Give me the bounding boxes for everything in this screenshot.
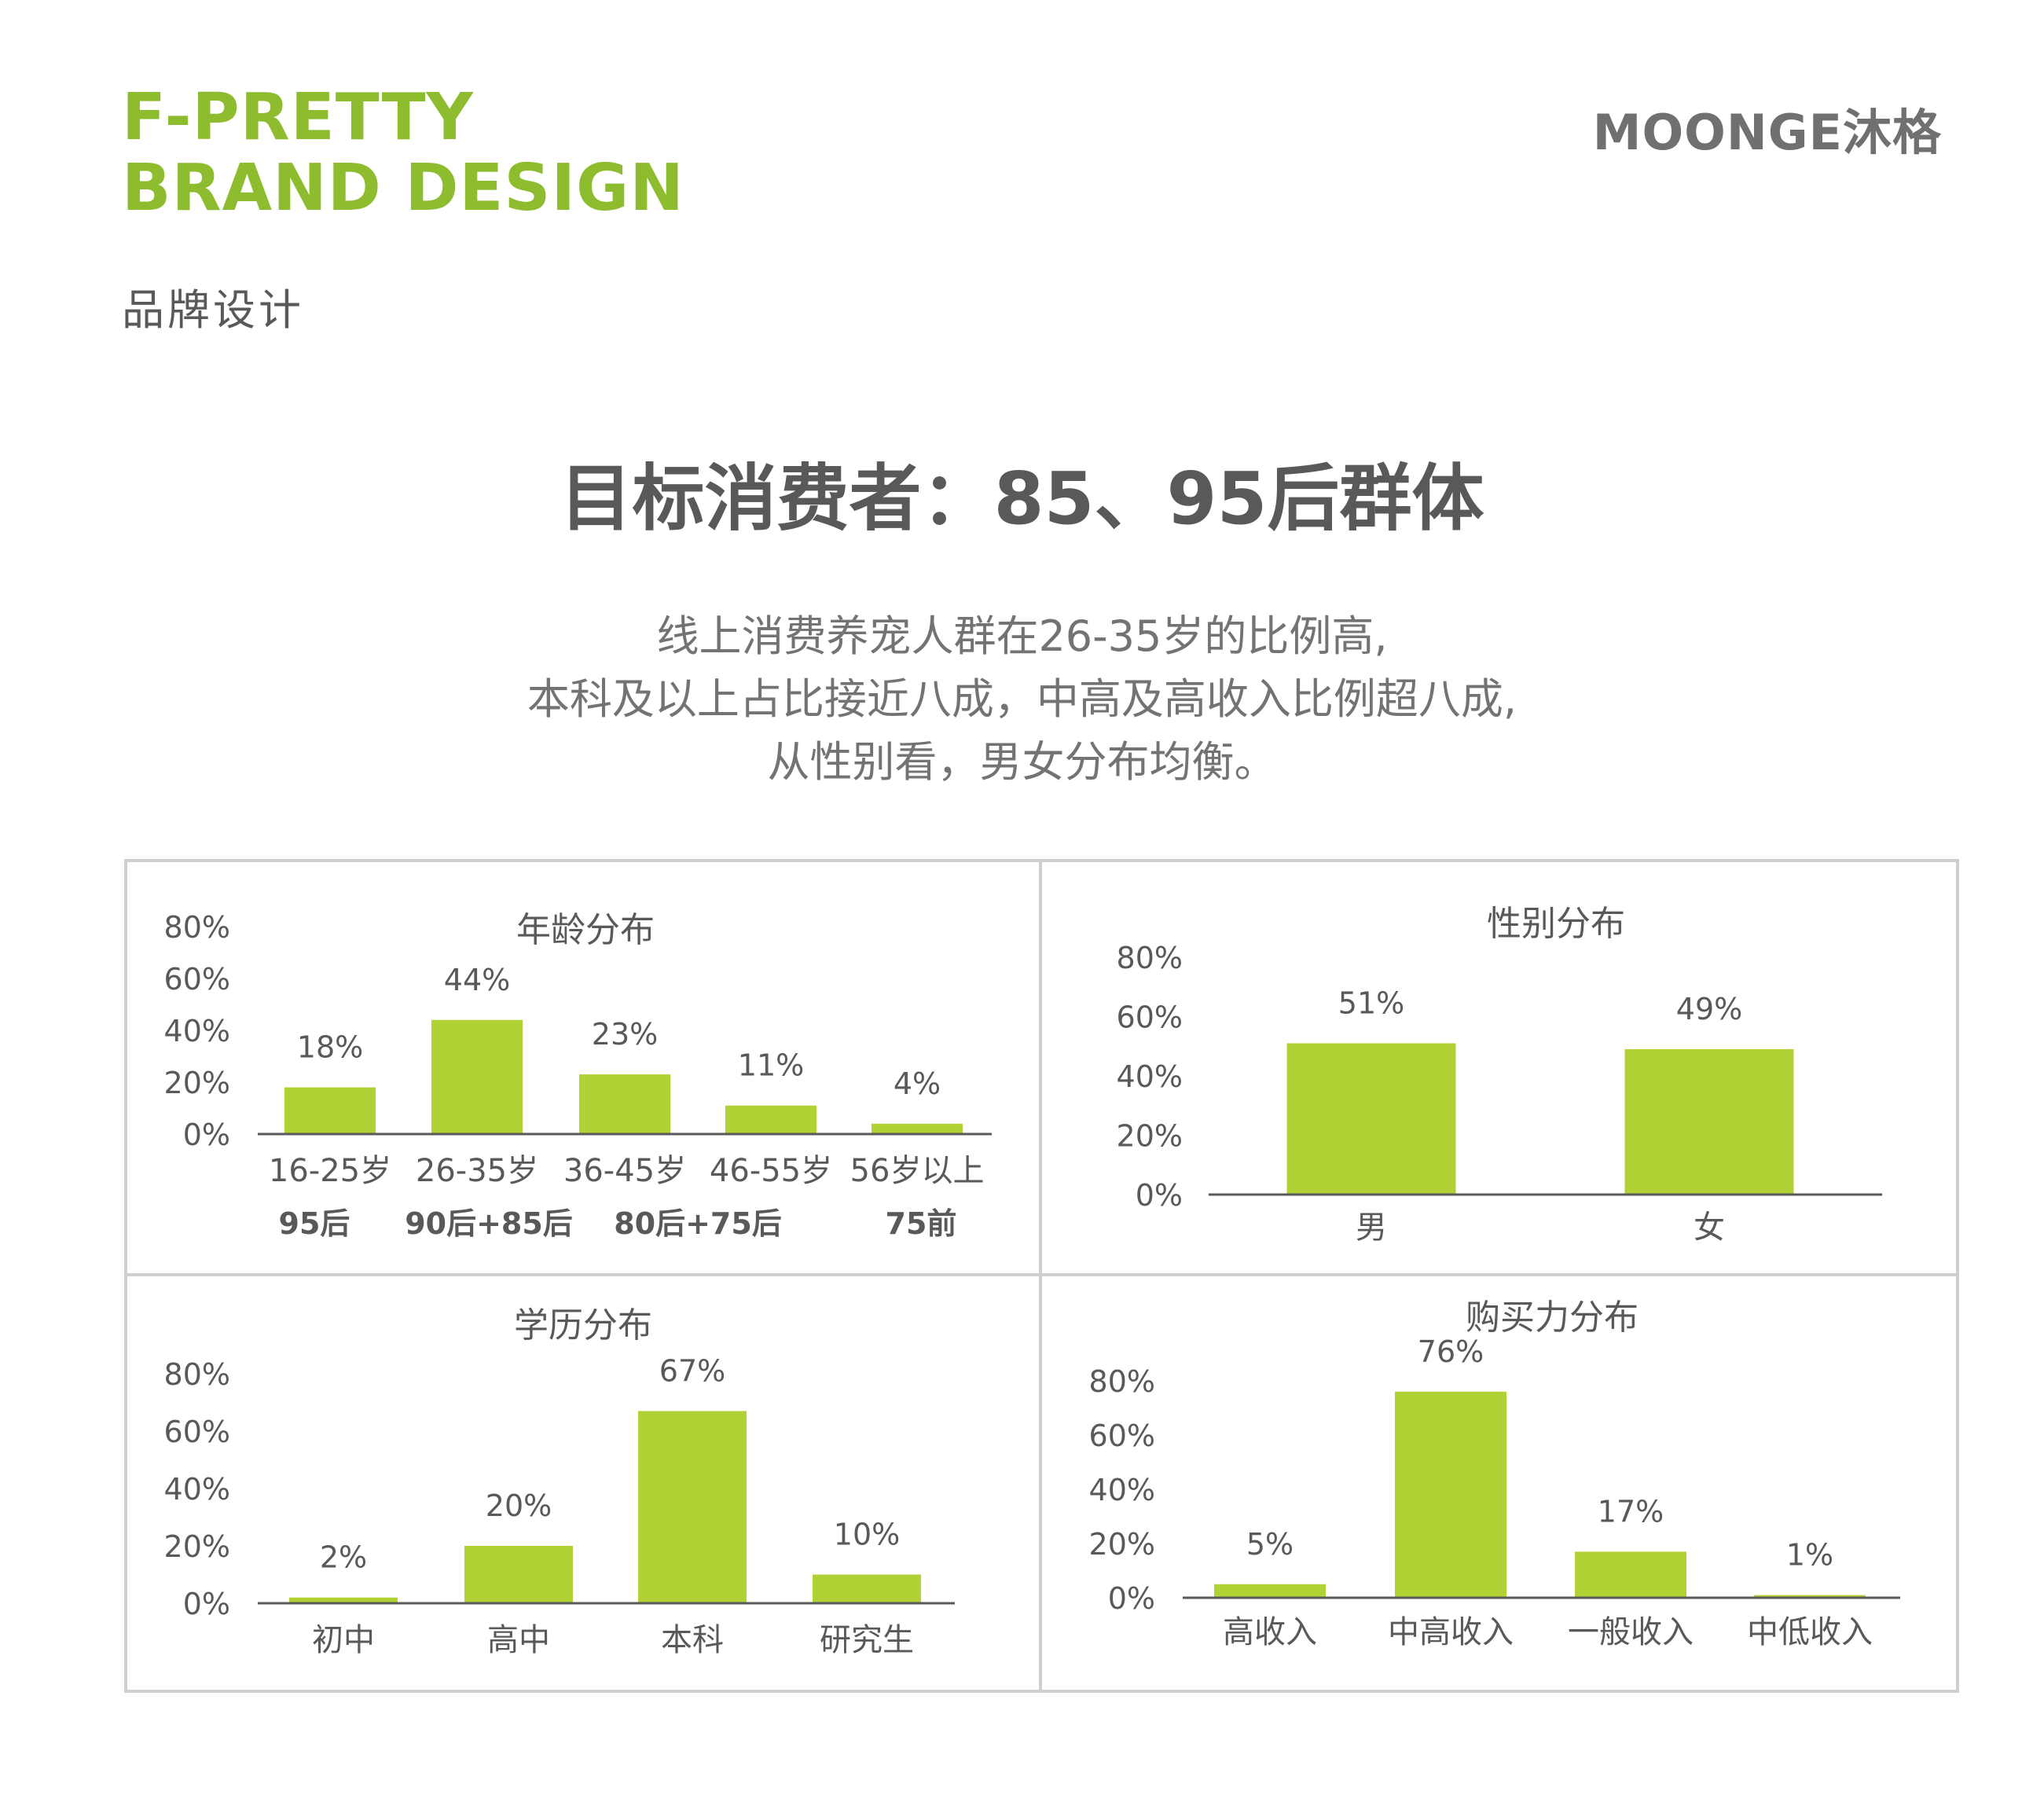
age-category-label: 56岁以上 xyxy=(850,1153,985,1189)
brand-subtitle: 品牌设计 xyxy=(122,285,304,335)
age-data-label: 18% xyxy=(297,1030,363,1065)
panel-gender xyxy=(1039,859,1959,1276)
panel-age xyxy=(124,859,1042,1276)
gender-bar xyxy=(1286,1043,1456,1195)
education-data-label: 20% xyxy=(486,1488,552,1523)
age-category-label: 26-35岁 xyxy=(416,1153,538,1189)
purchasing-power-bar xyxy=(1395,1391,1506,1598)
age-bar xyxy=(579,1074,670,1134)
purchasing-power-y-tick-label: 0% xyxy=(1108,1581,1155,1616)
gender-y-tick-label: 60% xyxy=(1117,1000,1183,1035)
age-category-label: 16-25岁 xyxy=(269,1153,391,1189)
education-chart-title: 学历分布 xyxy=(514,1305,652,1345)
purchasing-power-y-tick-label: 20% xyxy=(1089,1527,1155,1562)
purchasing-power-category-label: 一般收入 xyxy=(1568,1614,1694,1650)
purchasing-power-category-label: 中高收入 xyxy=(1388,1614,1514,1650)
education-y-tick-label: 60% xyxy=(164,1415,230,1449)
gender-data-label: 51% xyxy=(1338,986,1404,1020)
education-bar xyxy=(464,1546,573,1603)
gender-y-tick-label: 40% xyxy=(1117,1059,1183,1094)
purchasing-power-data-label: 5% xyxy=(1246,1527,1294,1562)
purchasing-power-y-tick-label: 60% xyxy=(1089,1419,1155,1453)
purchasing-power-bar xyxy=(1754,1595,1866,1598)
intro-line-2: 本科及以上占比接近八成，中高及高收入比例超八成, xyxy=(527,674,1517,724)
purchasing-power-category-label: 高收入 xyxy=(1223,1614,1317,1650)
intro-line-3: 从性别看，男女分布均衡。 xyxy=(767,737,1277,787)
purchasing-power-data-label: 76% xyxy=(1418,1334,1484,1369)
age-data-label: 23% xyxy=(592,1017,658,1052)
gender-category-label: 女 xyxy=(1694,1210,1725,1246)
age-chart-title: 年龄分布 xyxy=(516,910,655,950)
education-bar xyxy=(638,1411,747,1603)
education-data-label: 2% xyxy=(320,1540,367,1575)
age-group-label: 95后 xyxy=(279,1206,350,1241)
age-y-tick-label: 0% xyxy=(183,1118,230,1152)
age-category-label: 36-45岁 xyxy=(563,1153,686,1189)
education-y-tick-label: 0% xyxy=(183,1587,230,1621)
age-data-label: 11% xyxy=(738,1048,804,1083)
age-data-label: 4% xyxy=(894,1066,941,1101)
age-group-label: 90后+85后 xyxy=(405,1206,573,1241)
brand-line-1: F-PRETTY xyxy=(122,80,474,155)
intro-line-1: 线上消费养宠人群在26-35岁的比例高, xyxy=(656,611,1388,661)
education-y-tick-label: 40% xyxy=(164,1472,230,1507)
education-bar xyxy=(289,1597,398,1603)
purchasing-power-bar xyxy=(1214,1584,1326,1598)
age-y-tick-label: 20% xyxy=(164,1066,230,1100)
age-bar xyxy=(284,1087,376,1134)
gender-y-tick-label: 80% xyxy=(1117,941,1183,975)
purchasing-power-bar xyxy=(1575,1551,1686,1598)
education-bar xyxy=(813,1574,921,1603)
age-bar xyxy=(872,1123,963,1134)
purchasing-power-category-label: 中低收入 xyxy=(1747,1614,1873,1650)
purchasing-power-data-label: 1% xyxy=(1786,1538,1833,1573)
age-group-label: 75前 xyxy=(886,1206,957,1241)
gender-chart-title: 性别分布 xyxy=(1487,904,1625,944)
education-category-label: 研究生 xyxy=(820,1622,914,1658)
purchasing-power-y-tick-label: 40% xyxy=(1089,1473,1155,1507)
age-bar xyxy=(725,1105,816,1134)
age-y-tick-label: 40% xyxy=(164,1014,230,1048)
education-category-label: 高中 xyxy=(487,1622,550,1658)
education-category-label: 本科 xyxy=(661,1622,724,1658)
education-y-tick-label: 20% xyxy=(164,1529,230,1564)
gender-data-label: 49% xyxy=(1676,992,1742,1026)
purchasing-power-data-label: 17% xyxy=(1598,1494,1664,1529)
panel-purchasing-power xyxy=(1039,1273,1959,1693)
gender-bar xyxy=(1624,1049,1794,1195)
education-y-tick-label: 80% xyxy=(164,1357,230,1392)
age-category-label: 46-55岁 xyxy=(710,1153,832,1189)
education-data-label: 10% xyxy=(834,1518,900,1552)
education-category-label: 初中 xyxy=(312,1622,375,1658)
age-y-tick-label: 60% xyxy=(164,962,230,997)
age-bar xyxy=(431,1019,523,1134)
education-data-label: 67% xyxy=(659,1353,725,1388)
age-group-label: 80后+75后 xyxy=(614,1206,782,1241)
brand-line-2: BRAND DESIGN xyxy=(122,151,684,226)
gender-y-tick-label: 0% xyxy=(1136,1178,1183,1213)
intro-text: 线上消费养宠人群在26-35岁的比例高, 本科及以上占比接近八成，中高及高收入比… xyxy=(0,605,2044,794)
moonge-logo: MOONGE沐格 xyxy=(1592,104,1942,161)
age-y-tick-label: 80% xyxy=(164,910,230,945)
brand-title: F-PRETTY BRAND DESIGN xyxy=(122,83,684,224)
panel-education xyxy=(124,1273,1042,1693)
page-headline: 目标消费者：85、95后群体 xyxy=(560,457,1484,541)
purchasing-power-y-tick-label: 80% xyxy=(1089,1364,1155,1399)
purchasing-power-chart-title: 购买力分布 xyxy=(1466,1298,1639,1338)
age-data-label: 44% xyxy=(444,963,510,997)
gender-category-label: 男 xyxy=(1356,1210,1387,1246)
gender-y-tick-label: 20% xyxy=(1117,1119,1183,1154)
